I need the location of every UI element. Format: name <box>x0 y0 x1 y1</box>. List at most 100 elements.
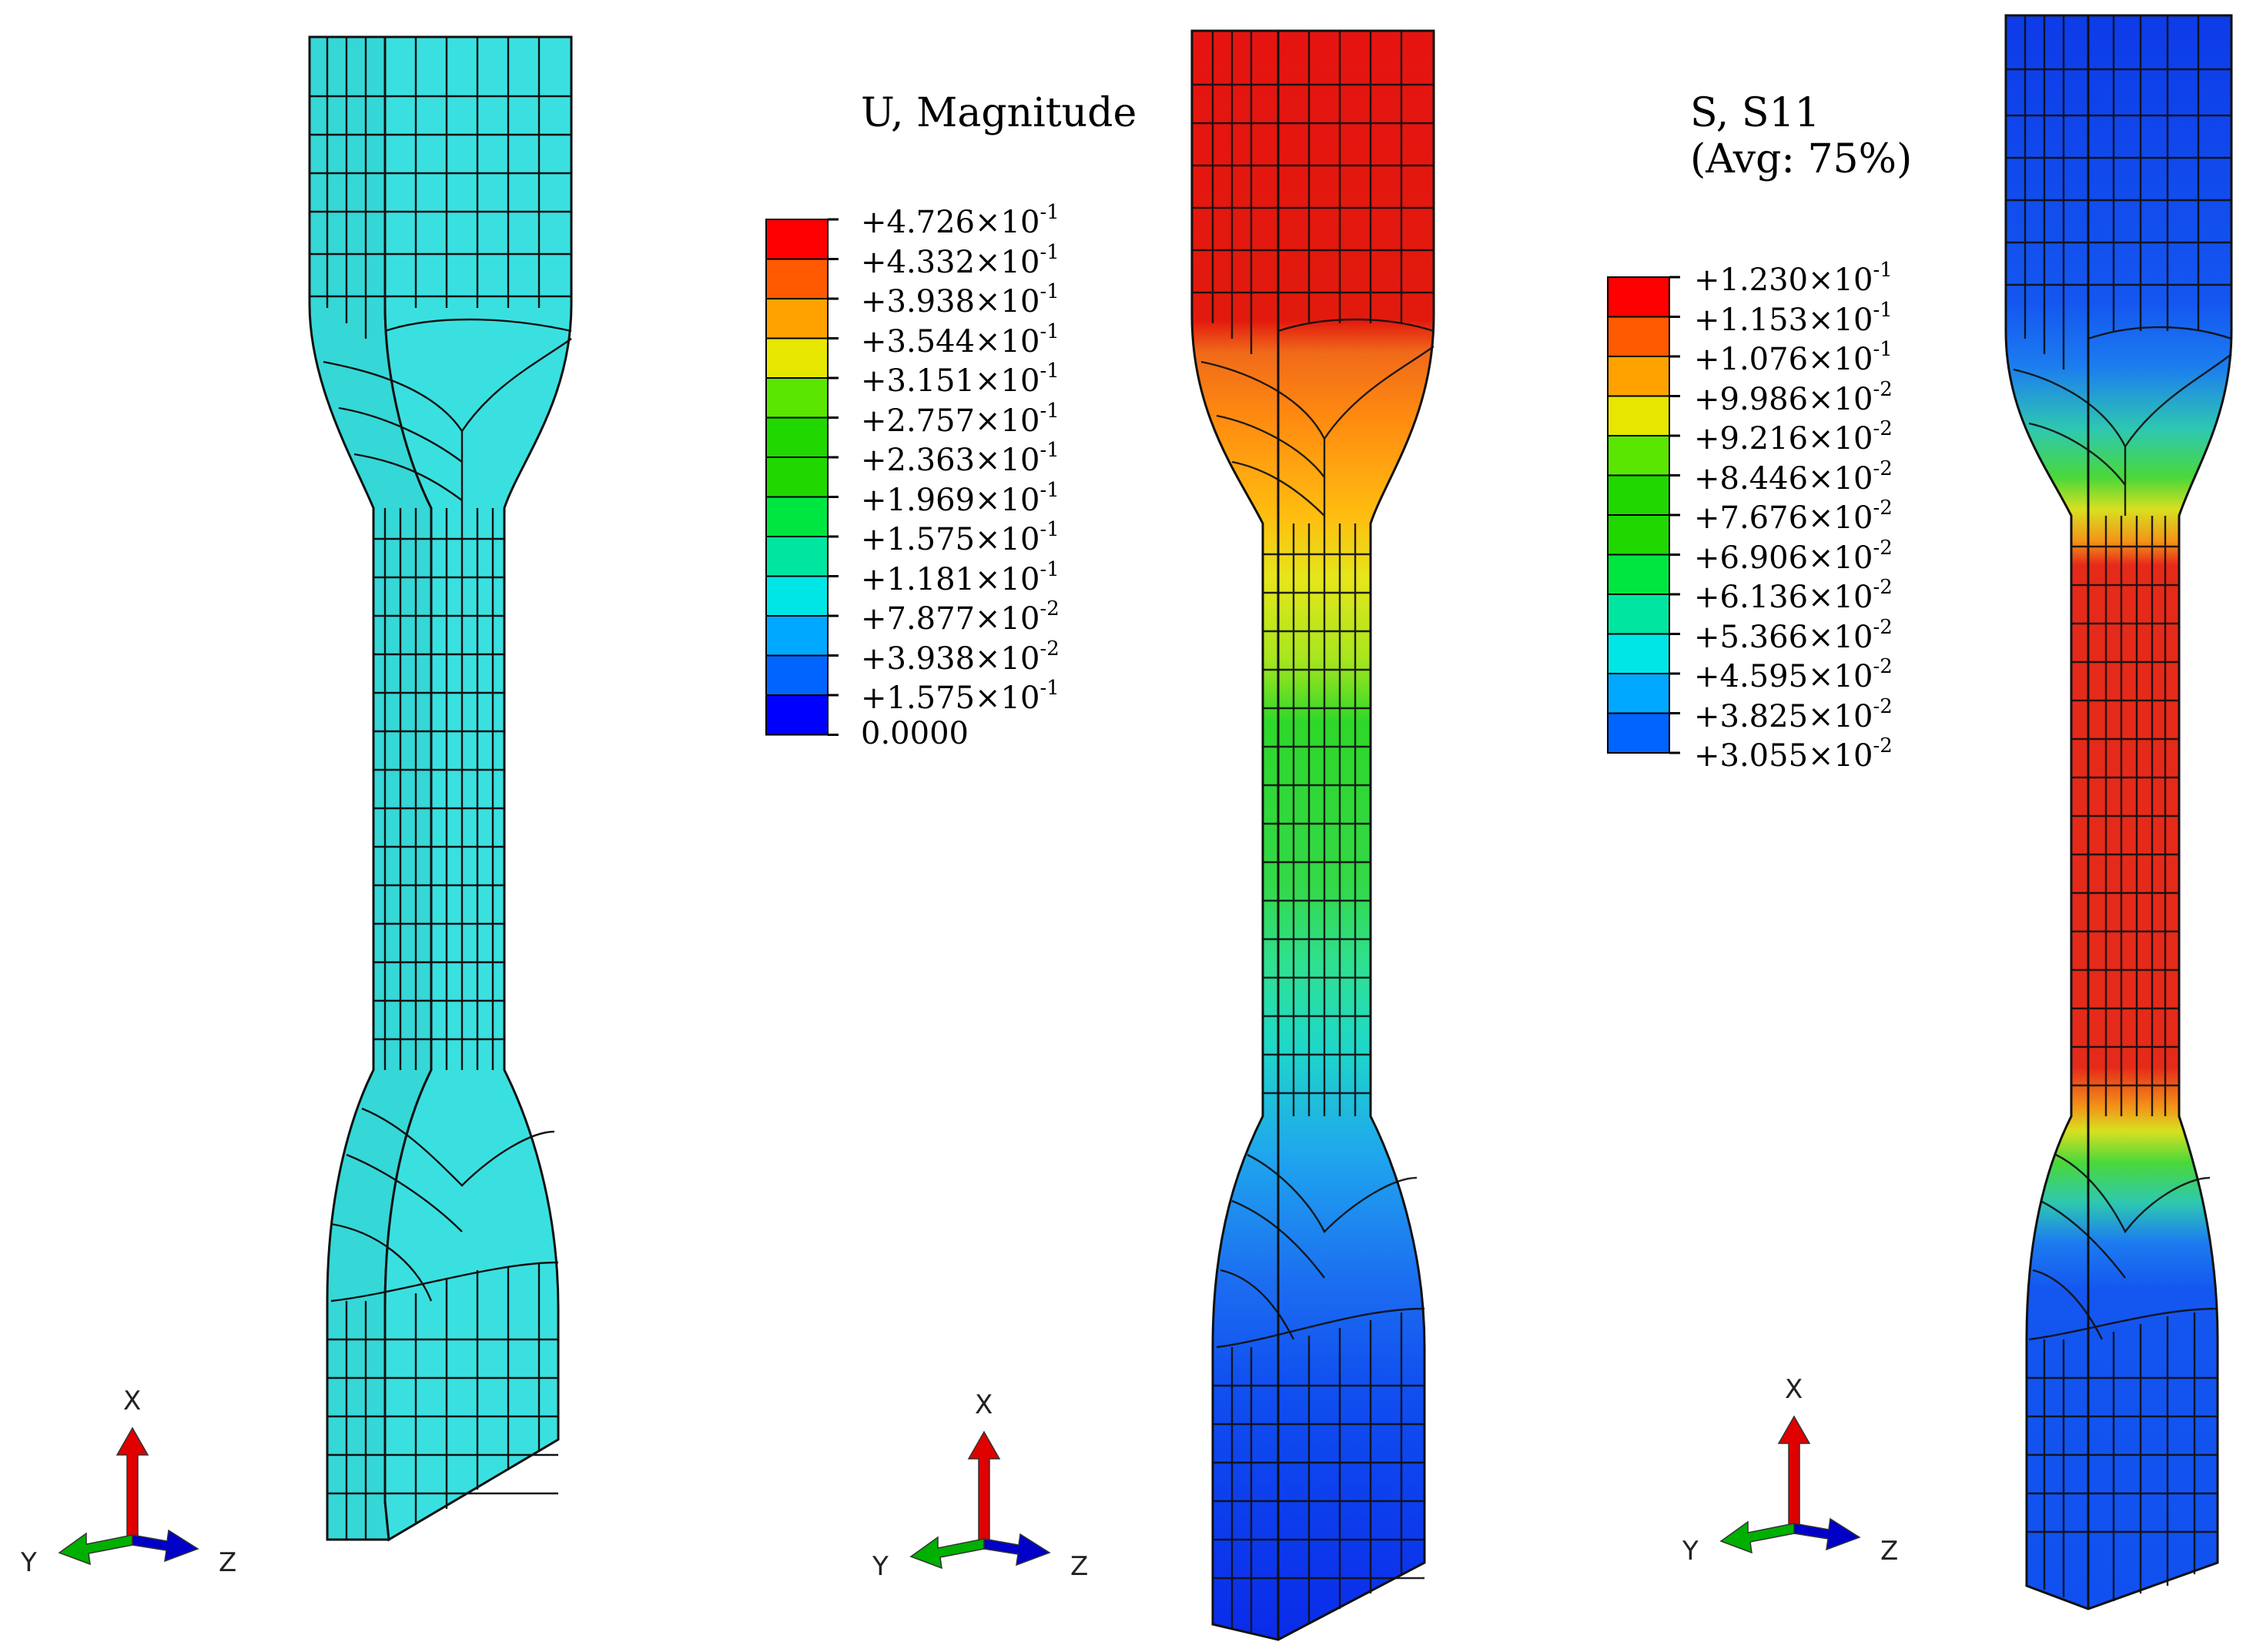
displacement-legend-label-times-6: ×10 <box>975 443 1040 479</box>
displacement-legend-label-10: +7.877×10-2 <box>861 599 1060 634</box>
displacement-legend-label-exponent-0: -1 <box>1039 201 1060 224</box>
displacement-legend-label-4: +3.151×10-1 <box>861 361 1060 396</box>
displacement-legend-swatch-6 <box>765 456 829 498</box>
stress-legend-swatch-10 <box>1607 673 1670 714</box>
displacement-legend-label-times-9: ×10 <box>975 561 1040 597</box>
stress-legend-label-exponent-2: -1 <box>1873 338 1893 361</box>
stress-legend-label-exponent-10: -2 <box>1873 655 1893 678</box>
stress-legend-title: S, S11 (Avg: 75%) <box>1690 90 1913 182</box>
displacement-legend-label-9: +1.181×10-1 <box>861 560 1060 595</box>
displacement-legend-label-exponent-3: -1 <box>1039 319 1060 343</box>
triad-3-y-arrow-icon <box>1719 1520 1795 1554</box>
stress-legend-label-exponent-7: -2 <box>1873 536 1893 560</box>
displacement-legend-label-times-10: ×10 <box>975 601 1040 637</box>
stress-legend-label-mantissa-7: +6.906 <box>1694 540 1809 576</box>
stress-legend-label-3: +9.986×10-2 <box>1694 380 1893 415</box>
displacement-legend-label-mantissa-5: +2.757 <box>861 403 976 439</box>
stress-legend-swatch-3 <box>1607 395 1670 436</box>
displacement-legend-swatch-4 <box>765 377 829 419</box>
stress-legend-label-exponent-11: -2 <box>1873 694 1893 718</box>
stress-legend-label-7: +6.906×10-2 <box>1694 538 1893 574</box>
displacement-legend-swatch-0 <box>765 219 829 260</box>
stress-legend-label-11: +3.825×10-2 <box>1694 697 1893 732</box>
stress-legend-label-exponent-6: -2 <box>1873 497 1893 520</box>
stress-legend-label-10: +4.595×10-2 <box>1694 657 1893 692</box>
stress-legend-label-mantissa-10: +4.595 <box>1694 659 1809 695</box>
displacement-legend-swatch-3 <box>765 337 829 379</box>
displacement-legend-label-times-11: ×10 <box>975 640 1040 677</box>
displacement-legend-label-2: +3.938×10-1 <box>861 282 1060 317</box>
stress-legend-label-times-8: ×10 <box>1808 580 1873 616</box>
displacement-legend-label-mantissa-8: +1.575 <box>861 522 976 558</box>
displacement-legend-label-3: +3.544×10-1 <box>861 322 1060 357</box>
stress-legend-label-mantissa-0: +1.230 <box>1694 263 1809 299</box>
stress-legend-label-1: +1.153×10-1 <box>1694 300 1893 336</box>
stress-legend-swatch-7 <box>1607 553 1670 595</box>
displacement-legend-label-8: +1.575×10-1 <box>861 520 1060 555</box>
stress-legend-label-exponent-12: -2 <box>1873 734 1893 757</box>
displacement-legend-label-times-0: ×10 <box>975 205 1040 241</box>
displacement-legend-label-exponent-8: -1 <box>1039 518 1060 541</box>
displacement-legend-label-times-12: ×10 <box>975 681 1040 717</box>
triad-3-z-arrow-icon <box>1793 1517 1861 1551</box>
displacement-legend-label-exponent-5: -1 <box>1039 399 1060 423</box>
triad-1-x-label: X <box>123 1386 142 1416</box>
stress-legend-label-mantissa-3: +9.986 <box>1694 381 1809 417</box>
stress-legend-label-5: +8.446×10-2 <box>1694 459 1893 494</box>
coordinate-triads <box>58 1415 1861 1570</box>
displacement-legend-label-12: +1.575×10-1 <box>861 678 1060 714</box>
displacement-legend-label-times-2: ×10 <box>975 284 1040 320</box>
displacement-legend-swatch-11 <box>765 654 829 696</box>
stress-legend-label-exponent-1: -1 <box>1873 298 1893 322</box>
displacement-legend-label-mantissa-1: +4.332 <box>861 244 976 280</box>
stress-legend-label-mantissa-5: +8.446 <box>1694 460 1809 497</box>
stress-legend-swatch-11 <box>1607 712 1670 754</box>
stress-legend-label-times-1: ×10 <box>1808 302 1873 338</box>
triad-3-x-arrow-icon <box>1777 1415 1811 1529</box>
displacement-legend-label-13: 0.0000 <box>861 718 969 749</box>
undeformed-specimen <box>308 35 573 1542</box>
displacement-legend-label-11: +3.938×10-2 <box>861 639 1060 674</box>
displacement-legend-label-mantissa-6: +2.363 <box>861 443 976 479</box>
triad-1-z-arrow-icon <box>132 1529 199 1563</box>
stress-legend-label-mantissa-1: +1.153 <box>1694 302 1809 338</box>
displacement-legend-label-times-1: ×10 <box>975 244 1040 280</box>
displacement-legend-swatch-9 <box>765 575 829 617</box>
stress-legend-label-times-12: ×10 <box>1808 738 1873 774</box>
displacement-legend-title: U, Magnitude <box>861 90 1137 136</box>
stress-legend-label-times-3: ×10 <box>1808 381 1873 417</box>
stress-legend-label-mantissa-11: +3.825 <box>1694 698 1809 734</box>
triad-2-y-label: Y <box>872 1551 889 1582</box>
stress-legend-label-9: +5.366×10-2 <box>1694 617 1893 653</box>
displacement-specimen <box>1190 29 1435 1641</box>
displacement-legend-label-exponent-12: -1 <box>1039 677 1060 700</box>
displacement-legend-swatch-12 <box>765 694 829 736</box>
stress-legend-label-times-4: ×10 <box>1808 421 1873 457</box>
triad-2-z-arrow-icon <box>983 1533 1051 1567</box>
displacement-legend-label-times-4: ×10 <box>975 363 1040 400</box>
stress-legend-label-times-6: ×10 <box>1808 500 1873 537</box>
displacement-legend-label-exponent-7: -1 <box>1039 478 1060 502</box>
stress-legend-label-times-2: ×10 <box>1808 342 1873 378</box>
stress-legend-label-4: +9.216×10-2 <box>1694 419 1893 454</box>
displacement-legend-swatch-10 <box>765 615 829 657</box>
displacement-legend-label-1: +4.332×10-1 <box>861 242 1060 278</box>
triad-3-z-label: Z <box>1880 1536 1899 1567</box>
stress-legend-label-12: +3.055×10-2 <box>1694 736 1893 771</box>
stress-legend-label-exponent-3: -2 <box>1873 377 1893 401</box>
triad-3-y-label: Y <box>1682 1536 1699 1567</box>
displacement-legend-label-exponent-1: -1 <box>1039 240 1060 264</box>
triad-2-x-arrow-icon <box>967 1430 1001 1544</box>
stress-legend-label-6: +7.676×10-2 <box>1694 498 1893 533</box>
displacement-legend-label-times-7: ×10 <box>975 482 1040 518</box>
triad-1-y-arrow-icon <box>58 1532 133 1566</box>
stress-legend-swatch-2 <box>1607 356 1670 397</box>
triad-2-y-arrow-icon <box>909 1536 985 1570</box>
stress-legend-label-times-9: ×10 <box>1808 619 1873 655</box>
stress-legend-label-times-7: ×10 <box>1808 540 1873 576</box>
triad-1-z-label: Z <box>219 1547 237 1578</box>
displacement-legend-colorbar <box>765 218 839 736</box>
displacement-legend-label-mantissa-4: +3.151 <box>861 363 976 400</box>
stress-legend-swatch-8 <box>1607 594 1670 635</box>
